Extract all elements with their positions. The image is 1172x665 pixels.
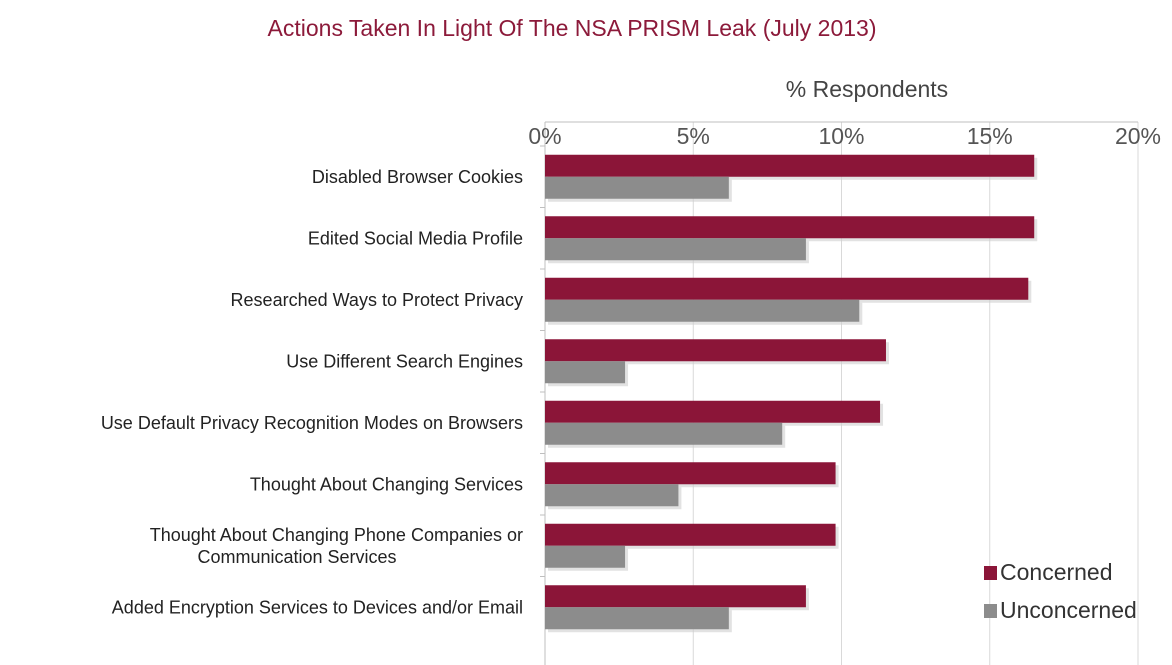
x-tick-label: 5% bbox=[677, 123, 710, 149]
category-label: Thought About Changing Services bbox=[250, 474, 523, 494]
bar-unconcerned bbox=[545, 238, 806, 261]
category-label: Edited Social Media Profile bbox=[308, 228, 523, 248]
category-label: Use Different Search Engines bbox=[286, 351, 523, 371]
legend-label-unconcerned: Unconcerned bbox=[1000, 597, 1137, 623]
bar-concerned bbox=[545, 462, 836, 485]
bar-unconcerned bbox=[545, 422, 783, 445]
legend-swatch-unconcerned bbox=[984, 604, 997, 618]
bar-unconcerned bbox=[545, 361, 626, 384]
bar-unconcerned bbox=[545, 607, 729, 630]
bar-concerned bbox=[545, 339, 886, 362]
category-label: Disabled Browser Cookies bbox=[312, 167, 523, 187]
chart-title: Actions Taken In Light Of The NSA PRISM … bbox=[268, 15, 877, 41]
bar-unconcerned bbox=[545, 484, 679, 507]
legend-label-concerned: Concerned bbox=[1000, 559, 1113, 585]
category-labels: Disabled Browser Cookies Edited Social Me… bbox=[101, 145, 545, 617]
x-tick-label: 10% bbox=[818, 123, 864, 149]
legend-swatch-concerned bbox=[984, 566, 997, 580]
category-label: Added Encryption Services to Devices and… bbox=[112, 597, 523, 617]
x-tick-label: 0% bbox=[528, 123, 561, 149]
bar-concerned bbox=[545, 216, 1035, 239]
category-label: Thought About Changing Phone Companies o… bbox=[150, 525, 523, 545]
bar-unconcerned bbox=[545, 545, 626, 568]
legend: Concerned Unconcerned bbox=[984, 559, 1137, 623]
x-axis-title: % Respondents bbox=[786, 76, 948, 102]
x-tick-labels: 0% 5% 10% 15% 20% bbox=[528, 123, 1161, 149]
bar-concerned bbox=[545, 585, 806, 608]
bar-concerned bbox=[545, 400, 881, 423]
bar-unconcerned bbox=[545, 176, 729, 199]
bar-concerned bbox=[545, 523, 836, 546]
category-label: Researched Ways to Protect Privacy bbox=[231, 290, 523, 310]
bar-unconcerned bbox=[545, 299, 860, 322]
bar-concerned bbox=[545, 154, 1035, 177]
bar-concerned bbox=[545, 277, 1029, 300]
bars bbox=[545, 154, 1038, 633]
gridlines bbox=[544, 121, 1139, 665]
x-tick-label: 20% bbox=[1115, 123, 1161, 149]
x-tick-label: 15% bbox=[967, 123, 1013, 149]
category-label: Use Default Privacy Recognition Modes on… bbox=[101, 413, 523, 433]
category-label: Communication Services bbox=[197, 547, 396, 567]
